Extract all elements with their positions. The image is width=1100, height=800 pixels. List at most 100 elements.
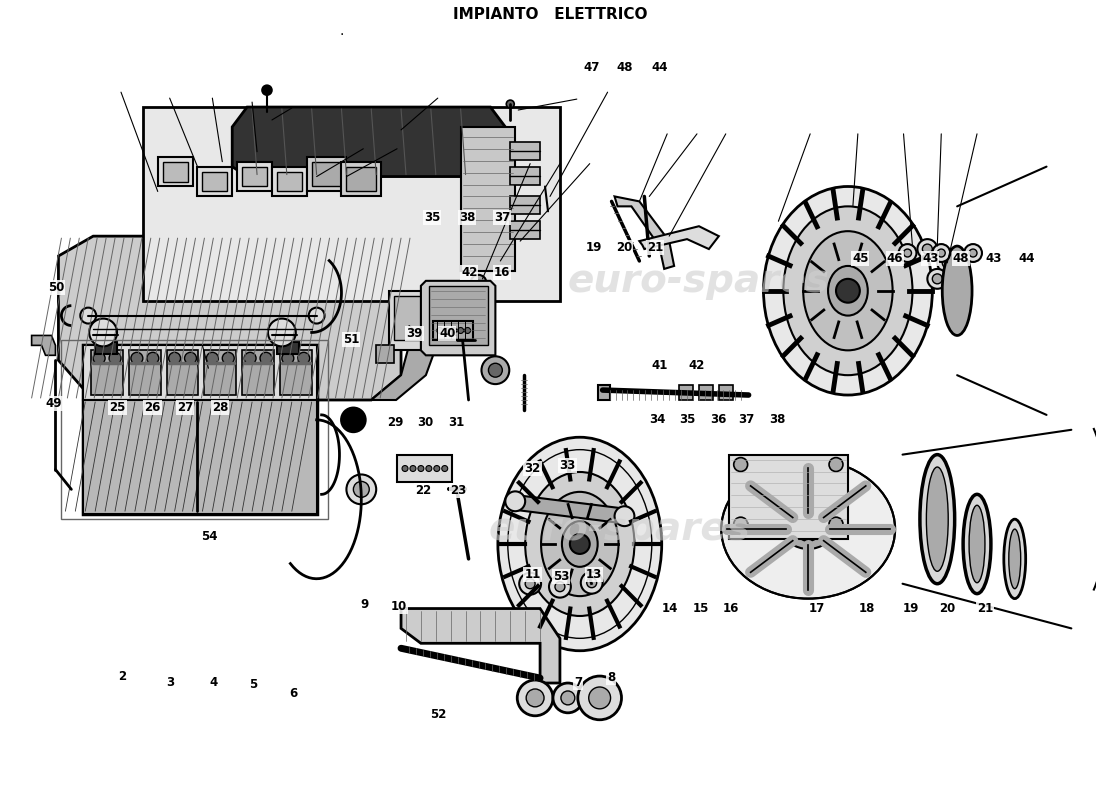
Circle shape [561, 691, 575, 705]
Text: 20: 20 [939, 602, 956, 614]
Text: 46: 46 [887, 252, 903, 265]
Circle shape [525, 578, 535, 589]
Text: 13: 13 [585, 568, 602, 582]
Ellipse shape [969, 506, 984, 582]
Polygon shape [510, 494, 629, 524]
Circle shape [418, 466, 424, 471]
Text: 10: 10 [392, 600, 407, 613]
Bar [277, 342, 299, 354]
Bar [167, 350, 198, 395]
Bar [143, 107, 560, 301]
Circle shape [903, 249, 912, 257]
Text: 28: 28 [212, 402, 229, 414]
Text: .: . [339, 23, 343, 38]
Circle shape [734, 458, 748, 471]
Text: 49: 49 [46, 397, 63, 410]
Text: 6: 6 [289, 686, 297, 700]
Ellipse shape [1004, 519, 1025, 598]
Text: 11: 11 [525, 568, 540, 582]
Text: 38: 38 [769, 413, 785, 426]
Text: IMPIANTO   ELETTRICO: IMPIANTO ELETTRICO [453, 7, 647, 22]
Text: 15: 15 [693, 602, 708, 614]
Circle shape [488, 363, 503, 377]
Bar [84, 346, 317, 400]
Bar [376, 346, 394, 363]
Ellipse shape [828, 266, 868, 315]
Bar [84, 346, 317, 514]
Bar [432, 321, 473, 341]
Circle shape [426, 466, 432, 471]
Text: 39: 39 [406, 326, 422, 340]
Text: 29: 29 [387, 416, 403, 429]
Ellipse shape [525, 472, 635, 616]
Circle shape [556, 582, 565, 592]
Bar [728, 454, 848, 539]
Circle shape [829, 517, 843, 531]
Bar [242, 350, 274, 395]
Ellipse shape [498, 438, 662, 650]
Circle shape [933, 274, 943, 284]
Text: 47: 47 [583, 62, 600, 74]
Circle shape [268, 318, 296, 346]
Bar [129, 350, 161, 395]
Text: 38: 38 [459, 210, 475, 224]
Text: 21: 21 [977, 602, 993, 614]
Ellipse shape [920, 454, 955, 584]
Bar [341, 162, 382, 197]
Circle shape [442, 466, 448, 471]
Text: 43: 43 [986, 252, 1002, 265]
Circle shape [796, 517, 821, 541]
Bar [510, 197, 540, 214]
Bar [198, 166, 232, 197]
Bar [510, 166, 540, 185]
Circle shape [899, 244, 916, 262]
Bar [242, 166, 267, 186]
Circle shape [969, 249, 977, 257]
Circle shape [937, 249, 945, 257]
Text: 45: 45 [852, 252, 869, 265]
Text: 4: 4 [209, 676, 218, 690]
Polygon shape [639, 226, 718, 249]
Text: 14: 14 [662, 602, 679, 614]
Circle shape [505, 491, 525, 511]
Text: 19: 19 [902, 602, 918, 614]
Circle shape [517, 680, 553, 716]
Text: 40: 40 [439, 326, 455, 340]
Circle shape [146, 352, 158, 364]
Circle shape [80, 308, 96, 323]
Circle shape [927, 269, 947, 289]
Bar [91, 350, 123, 395]
Bar [279, 350, 311, 395]
Ellipse shape [783, 510, 833, 549]
Bar [429, 286, 488, 346]
Ellipse shape [562, 521, 597, 567]
Text: 37: 37 [738, 413, 755, 426]
Circle shape [615, 506, 635, 526]
Circle shape [185, 352, 197, 364]
Text: 53: 53 [552, 570, 569, 583]
Bar [163, 162, 187, 182]
Text: 9: 9 [360, 598, 368, 611]
Circle shape [937, 253, 957, 273]
Circle shape [222, 352, 234, 364]
Circle shape [207, 352, 218, 364]
Circle shape [923, 244, 933, 254]
Polygon shape [232, 107, 505, 177]
Text: 44: 44 [651, 62, 668, 74]
Text: 36: 36 [710, 413, 726, 426]
Circle shape [836, 279, 860, 302]
Polygon shape [372, 236, 446, 400]
Ellipse shape [541, 492, 618, 596]
Text: 32: 32 [525, 462, 540, 475]
Text: 48: 48 [616, 62, 632, 74]
Bar [307, 157, 346, 191]
Bar [510, 222, 540, 239]
Bar [277, 171, 301, 191]
Text: 27: 27 [177, 402, 194, 414]
Text: 44: 44 [1018, 252, 1034, 265]
Bar [84, 400, 317, 514]
Circle shape [553, 683, 583, 713]
Ellipse shape [783, 206, 913, 375]
Circle shape [964, 244, 982, 262]
Circle shape [471, 275, 486, 290]
